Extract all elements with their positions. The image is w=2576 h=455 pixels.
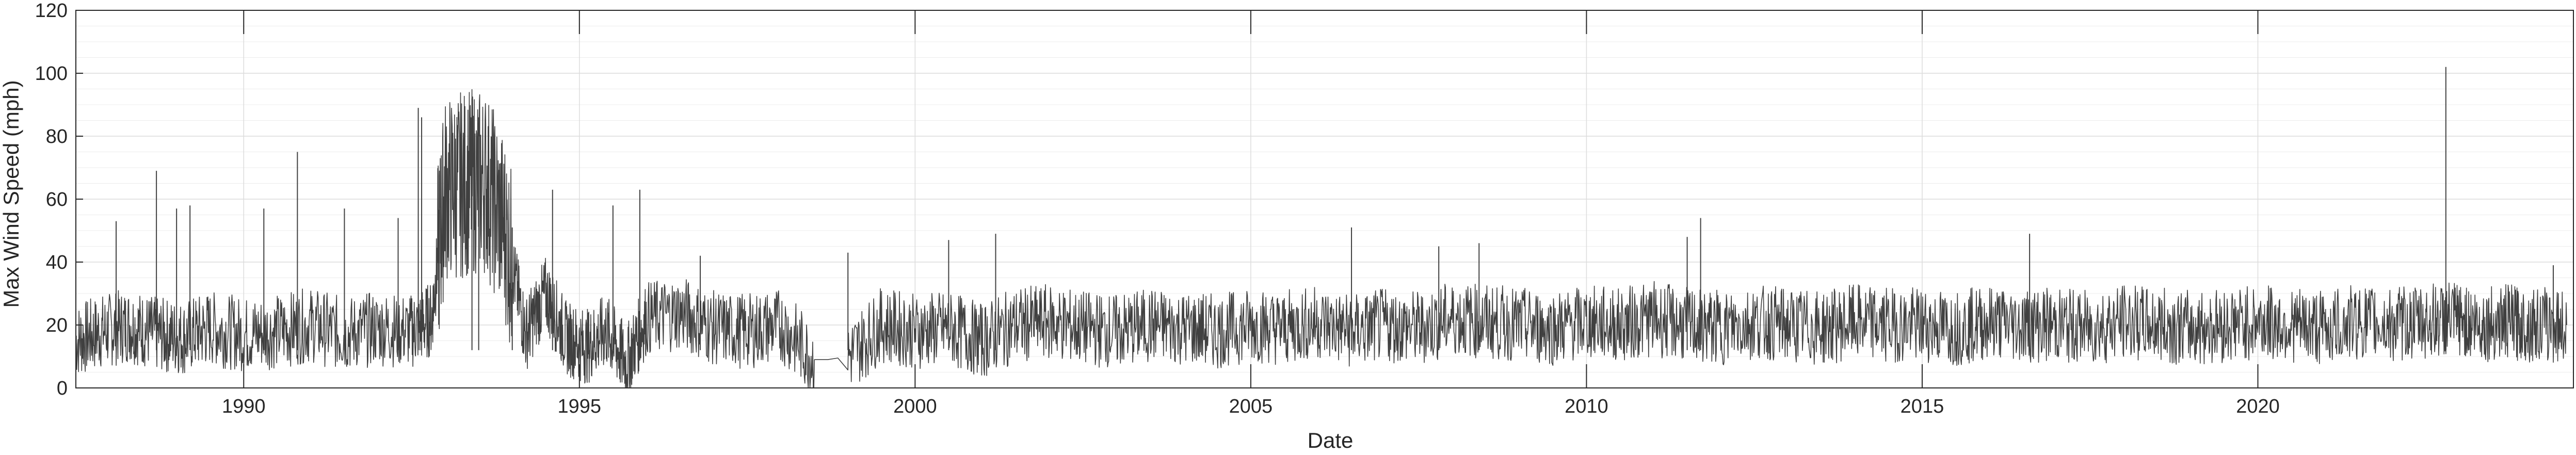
x-tick-label: 2000 — [893, 396, 937, 417]
tick-labels: 1990 1995 2000 2005 2010 2015 2020 0 20 40 60 80 100… — [35, 0, 2280, 417]
y-tick-label: 0 — [57, 378, 68, 399]
x-tick-label: 2010 — [1565, 396, 1608, 417]
x-tick-label: 2015 — [1901, 396, 1944, 417]
x-tick-label: 1995 — [558, 396, 602, 417]
y-tick-label: 80 — [46, 126, 68, 148]
x-tick-label: 1990 — [222, 396, 266, 417]
series-polyline — [75, 89, 2567, 388]
y-tick-label: 100 — [35, 63, 68, 85]
y-axis-label: Max Wind Speed (mph) — [0, 80, 23, 307]
series-line — [75, 67, 2567, 388]
axes — [75, 10, 2574, 388]
x-tick-label: 2020 — [2236, 396, 2280, 417]
y-tick-label: 40 — [46, 252, 68, 273]
y-tick-label: 60 — [46, 189, 68, 210]
y-tick-label: 20 — [46, 315, 68, 336]
x-tick-label: 2005 — [1229, 396, 1273, 417]
y-tick-label: 120 — [35, 0, 68, 22]
x-axis-label: Date — [1308, 428, 1354, 452]
